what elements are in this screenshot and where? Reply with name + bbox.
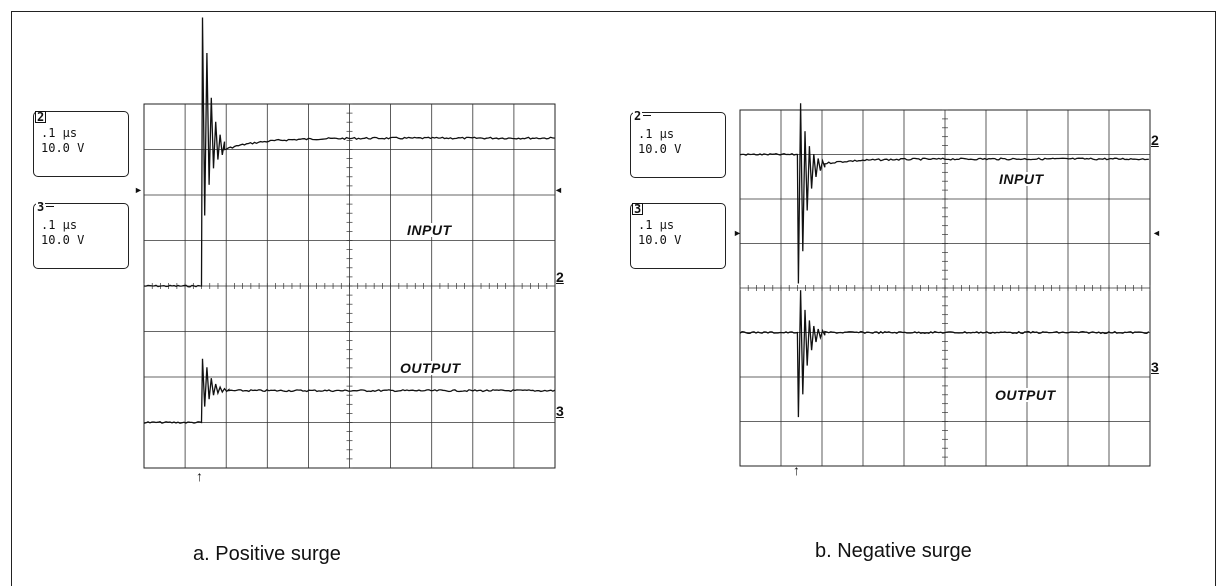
scope-a-trigger-arrow-icon: ↑ [196, 468, 203, 484]
scope-a-channel-3-id: 3 [36, 200, 46, 214]
scope-a-input-label: INPUT [405, 222, 454, 238]
scope-b-trace-input [739, 103, 1149, 284]
scope-a-marker-2: 2 [556, 269, 564, 285]
scope-b-channel-3-readout: 3 .1 μs 10.0 V [630, 203, 726, 269]
scope-a-trace-input [143, 17, 555, 288]
scope-b-trigger-arrow-icon: ↑ [793, 462, 800, 478]
scope-a-channel-2-readout: 2 .1 μs 10.0 V [33, 111, 129, 177]
scope-b-trace-output [739, 290, 1150, 418]
scope-b-input-label: INPUT [997, 171, 1046, 187]
caption-b: b. Negative surge [815, 540, 972, 562]
scope-b-channel-3-id: 3 [632, 202, 644, 216]
scope-a-level-left-icon: ► [134, 185, 143, 195]
scope-a-trace-output [143, 358, 556, 424]
scope-b-channel-3-time-div: .1 μs [638, 218, 675, 232]
scope-b-channel-2-readout: 2 .1 μs 10.0 V [630, 109, 726, 178]
figure-frame [11, 11, 1216, 586]
scope-b-channel-2-volts-div: 10.0 V [638, 142, 682, 156]
scope-a-channel-2-volts-div: 10.0 V [41, 141, 85, 155]
caption-a: a. Positive surge [193, 543, 341, 565]
scope-a-marker-3: 3 [556, 403, 564, 419]
scope-a-output-label: OUTPUT [398, 360, 463, 376]
scope-b-level-right-icon: ◄ [1152, 228, 1161, 238]
scope-a-channel-2-id: 2 [35, 110, 47, 124]
scope-a-channel-3-readout: 3 .1 μs 10.0 V [33, 200, 129, 269]
scope-a-channel-2-time-div: .1 μs [41, 126, 78, 140]
scope-b-marker-3: 3 [1151, 359, 1159, 375]
scope-b-channel-2-id: 2 [633, 109, 643, 123]
scope-b-marker-2: 2 [1151, 132, 1159, 148]
scope-b-channel-3-volts-div: 10.0 V [638, 233, 682, 247]
scope-a-channel-3-volts-div: 10.0 V [41, 233, 85, 247]
scope-a-level-right-icon: ◄ [554, 185, 563, 195]
scope-b-level-left-icon: ► [733, 228, 742, 238]
scope-b-output-label: OUTPUT [993, 387, 1058, 403]
scope-b-channel-2-time-div: .1 μs [638, 127, 675, 141]
scope-a-channel-3-time-div: .1 μs [41, 218, 78, 232]
